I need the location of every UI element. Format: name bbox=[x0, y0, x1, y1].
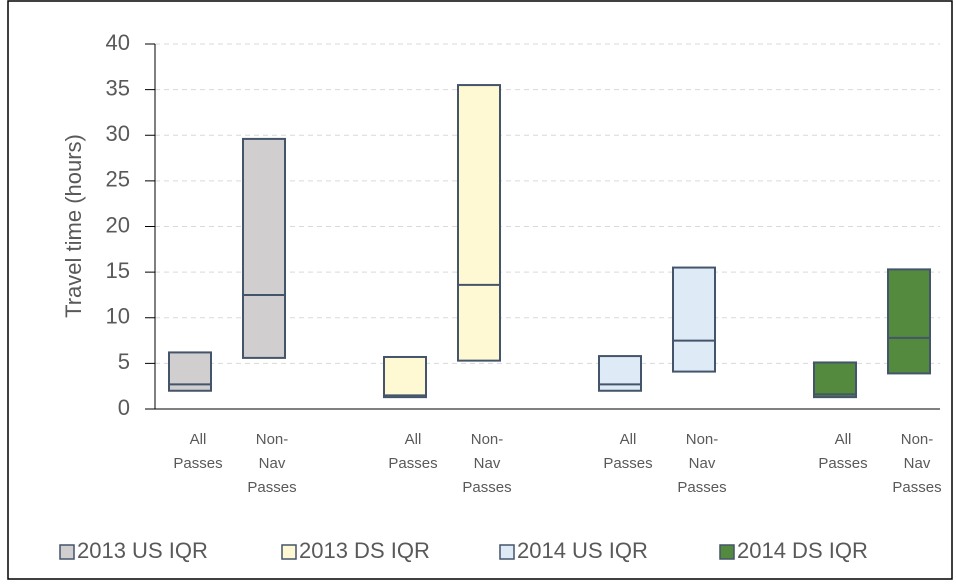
y-axis-label: Travel time (hours) bbox=[61, 134, 86, 318]
y-tick-label: 15 bbox=[106, 258, 130, 283]
chart-frame bbox=[7, 0, 953, 580]
iqr-box bbox=[887, 268, 931, 375]
legend-swatch bbox=[59, 544, 75, 560]
y-tick-label: 35 bbox=[106, 75, 130, 100]
iqr-box bbox=[242, 137, 286, 359]
x-tick-label: Non-Nav Passes bbox=[677, 431, 727, 496]
x-tick-label: All Passes bbox=[388, 431, 438, 472]
legend-label: 2013 US IQR bbox=[77, 538, 208, 563]
legend-label: 2014 DS IQR bbox=[737, 538, 868, 563]
x-tick-label: All Passes bbox=[818, 431, 868, 472]
legend-swatch bbox=[719, 544, 735, 560]
x-tick-label: Non-Nav Passes bbox=[462, 431, 512, 496]
legend-swatch bbox=[281, 544, 297, 560]
x-tick-label: All Passes bbox=[173, 431, 223, 472]
x-tick-label: Non-Nav Passes bbox=[247, 431, 297, 496]
iqr-box bbox=[813, 361, 857, 399]
iqr-box bbox=[457, 84, 501, 362]
iqr-box bbox=[672, 266, 716, 373]
y-tick-label: 10 bbox=[106, 304, 130, 329]
y-tick-label: 40 bbox=[106, 30, 130, 55]
legend-label: 2013 DS IQR bbox=[299, 538, 430, 563]
y-tick-label: 30 bbox=[106, 121, 130, 146]
legend-swatch bbox=[499, 544, 515, 560]
y-tick-label: 25 bbox=[106, 167, 130, 192]
y-tick-label: 5 bbox=[118, 349, 130, 374]
iqr-box bbox=[598, 355, 642, 392]
x-tick-label: All Passes bbox=[603, 431, 653, 472]
legend-label: 2014 US IQR bbox=[517, 538, 648, 563]
iqr-box bbox=[383, 355, 427, 399]
y-tick-label: 20 bbox=[106, 212, 130, 237]
y-tick-label: 0 bbox=[118, 395, 130, 420]
x-tick-label: Non-Nav Passes bbox=[892, 431, 942, 496]
